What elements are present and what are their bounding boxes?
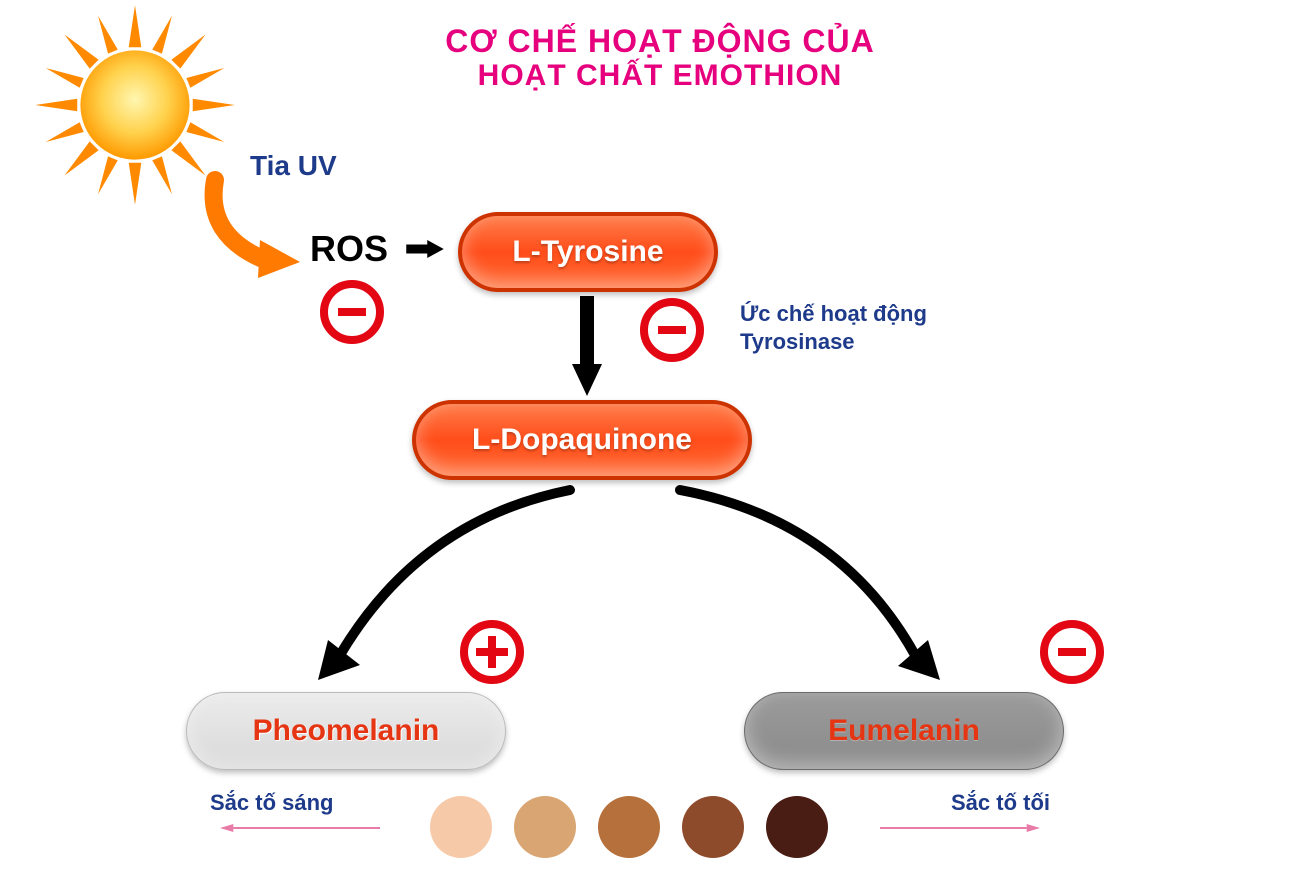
pigment-gradient: Sắc tố sáng Sắc tố tối [180, 790, 1080, 870]
uv-arrow-icon [200, 170, 320, 280]
promote-sign-pheomelanin [460, 620, 524, 684]
inhibit-tyrosinase-label: Ức chế hoạt động Tyrosinase [740, 300, 927, 355]
title-line2: HOẠT CHẤT EMOTHION [400, 59, 920, 93]
inhibit-sign-eumelanin [1040, 620, 1104, 684]
fork-arrows-icon [250, 480, 1010, 700]
swatch-4 [682, 796, 744, 858]
node-eumelanin-label: Eumelanin [828, 714, 980, 748]
ros-label: ROS [310, 228, 388, 270]
inhibit-sign-tyrosinase [640, 298, 704, 362]
node-pheomelanin: Pheomelanin [186, 692, 506, 770]
node-pheomelanin-label: Pheomelanin [253, 714, 440, 748]
swatch-1 [430, 796, 492, 858]
node-l-tyrosine: L-Tyrosine [458, 212, 718, 292]
node-l-dopaquinone: L-Dopaquinone [412, 400, 752, 480]
gradient-arrow-right-icon [840, 824, 1080, 832]
swatch-2 [514, 796, 576, 858]
gradient-arrow-left-icon [180, 824, 420, 832]
node-eumelanin: Eumelanin [744, 692, 1064, 770]
swatch-3 [598, 796, 660, 858]
gradient-right-label: Sắc tố tối [951, 790, 1050, 816]
node-l-dopaquinone-label: L-Dopaquinone [472, 423, 692, 457]
arrow-ltyrosine-to-ldopa-icon [572, 296, 602, 396]
pigment-swatches [430, 796, 828, 858]
swatch-5 [766, 796, 828, 858]
node-l-tyrosine-label: L-Tyrosine [512, 235, 663, 269]
diagram-title: CƠ CHẾ HOẠT ĐỘNG CỦA HOẠT CHẤT EMOTHION [400, 24, 920, 93]
title-line1: CƠ CHẾ HOẠT ĐỘNG CỦA [400, 24, 920, 59]
arrow-ros-to-ltyrosine-icon [400, 240, 450, 258]
gradient-left-label: Sắc tố sáng [210, 790, 333, 816]
inhibit-sign-ros [320, 280, 384, 344]
